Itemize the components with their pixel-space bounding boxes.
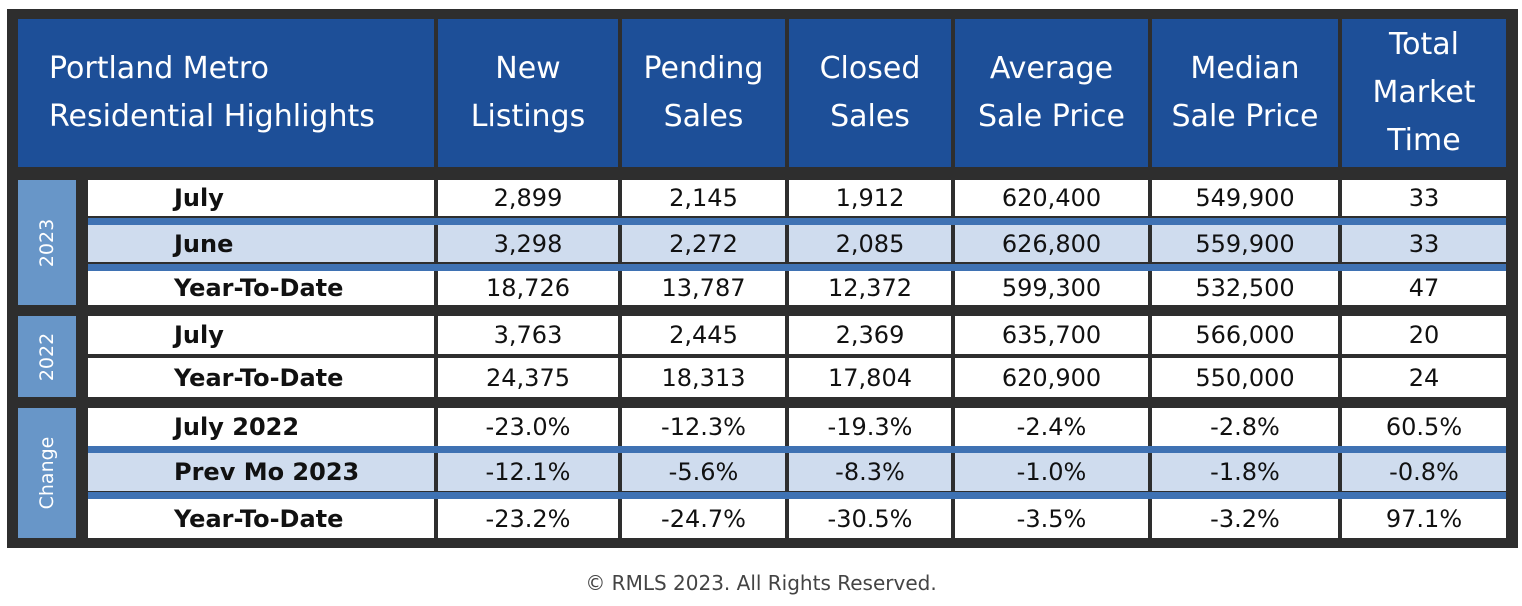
column-header-line: Sale Price [978,99,1125,134]
table-cell: -2.8% [1152,408,1338,446]
column-header-line: Sales [830,99,910,134]
table-cell: 559,900 [1152,225,1338,262]
column-header-line: Median [1190,51,1300,86]
group-label-2023: 2023 [18,180,76,305]
column-header-line: Closed [819,51,921,86]
table-cell: 2,272 [622,225,785,262]
column-header-line: Time [1387,123,1461,158]
column-header-average-sale-price: Average Sale Price [955,19,1148,167]
table-cell: 20 [1342,316,1506,354]
table-cell: -24.7% [622,499,785,538]
table-cell: 620,400 [955,180,1148,216]
table-cell: 24 [1342,358,1506,397]
group-label-2022: 2022 [18,316,76,397]
group-label-text: 2023 [36,218,58,267]
table-title-line1: Portland Metro [49,51,269,86]
table-cell: 12,372 [789,271,951,305]
group-label-text: Change [36,436,58,510]
table-cell: -3.5% [955,499,1148,538]
column-header-median-sale-price: Median Sale Price [1152,19,1338,167]
column-header-line: New [495,51,561,86]
row-label: Year-To-Date [88,271,434,305]
column-header-line: Sales [663,99,744,134]
table-cell: 532,500 [1152,271,1338,305]
table-cell: 550,000 [1152,358,1338,397]
table-cell: -19.3% [789,408,951,446]
table-cell: 3,298 [438,225,618,262]
column-header-line: Listings [470,99,586,134]
table-cell: 97.1% [1342,499,1506,538]
table-cell: 566,000 [1152,316,1338,354]
table-cell: -3.2% [1152,499,1338,538]
row-separator [88,218,1506,225]
table-title-line2: Residential Highlights [49,99,375,134]
table-cell: 2,445 [622,316,785,354]
table-cell: 33 [1342,225,1506,262]
table-cell: 2,369 [789,316,951,354]
table-cell: -23.0% [438,408,618,446]
row-label: July 2022 [88,408,434,446]
table-cell: -1.8% [1152,453,1338,491]
row-separator [88,264,1506,271]
table-cell: -8.3% [789,453,951,491]
table-cell: -0.8% [1342,453,1506,491]
table-cell: 620,900 [955,358,1148,397]
table-cell: -5.6% [622,453,785,491]
table-cell: -1.0% [955,453,1148,491]
column-header-total-market-time: Total Market Time [1342,19,1506,167]
table-cell: 549,900 [1152,180,1338,216]
table-cell: -23.2% [438,499,618,538]
table-cell: 1,912 [789,180,951,216]
column-header-new-listings: New Listings [438,19,618,167]
table-cell: 13,787 [622,271,785,305]
column-header-line: Total [1388,27,1460,62]
table-cell: 2,085 [789,225,951,262]
table-cell: 33 [1342,180,1506,216]
table-cell: 17,804 [789,358,951,397]
column-header-line: Market [1372,75,1476,110]
column-header-line: Sale Price [1171,99,1319,134]
row-separator [88,492,1506,499]
table-cell: 18,313 [622,358,785,397]
group-label-text: 2022 [36,332,58,381]
row-label: Prev Mo 2023 [88,453,434,491]
column-header-pending-sales: Pending Sales [622,19,785,167]
table-cell: 24,375 [438,358,618,397]
row-label: Year-To-Date [88,499,434,538]
table-title: Portland Metro Residential Highlights [18,19,434,167]
row-label: Year-To-Date [88,358,434,397]
table-cell: -12.3% [622,408,785,446]
group-label-change: Change [18,408,76,538]
row-separator [88,446,1506,453]
column-header-line: Pending [643,51,764,86]
table-cell: -30.5% [789,499,951,538]
table-cell: 599,300 [955,271,1148,305]
row-label: July [88,316,434,354]
table-cell: 18,726 [438,271,618,305]
table-cell: -12.1% [438,453,618,491]
row-label: June [88,225,434,262]
table-cell: 2,899 [438,180,618,216]
table-cell: 626,800 [955,225,1148,262]
row-label: July [88,180,434,216]
table-cell: 60.5% [1342,408,1506,446]
table-cell: 47 [1342,271,1506,305]
copyright-footer: © RMLS 2023. All Rights Reserved. [585,571,937,595]
column-header-closed-sales: Closed Sales [789,19,951,167]
table-cell: 635,700 [955,316,1148,354]
table-cell: 3,763 [438,316,618,354]
column-header-line: Average [989,51,1114,86]
table-cell: 2,145 [622,180,785,216]
table-cell: -2.4% [955,408,1148,446]
